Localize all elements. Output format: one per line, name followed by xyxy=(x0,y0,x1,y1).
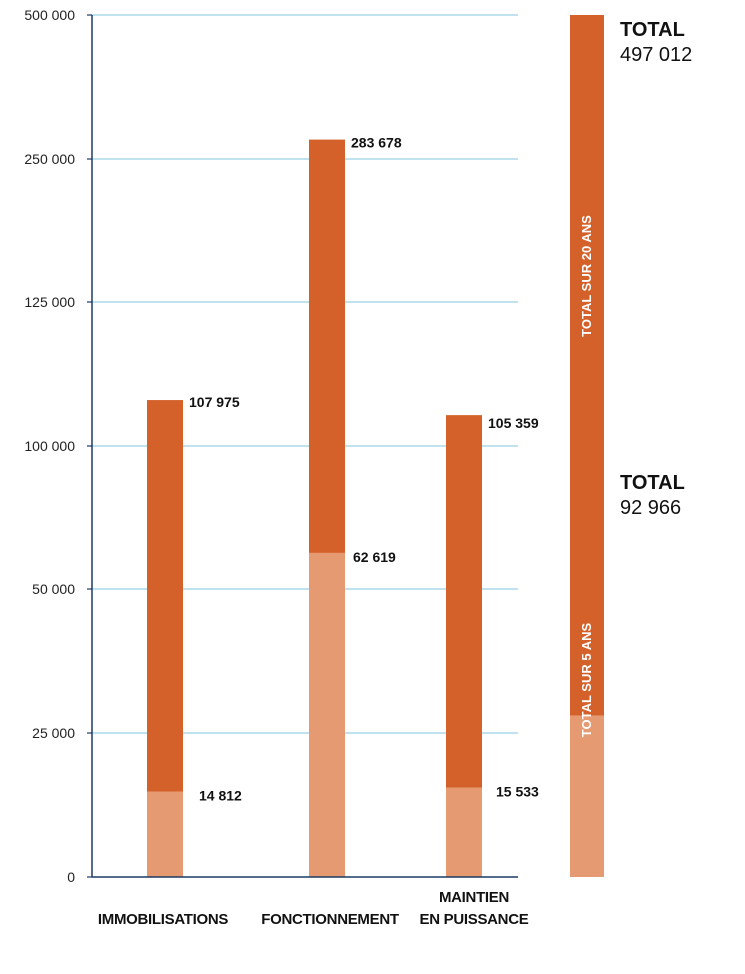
y-tick-label: 50 000 xyxy=(32,581,75,597)
category-labels: IMMOBILISATIONS FONCTIONNEMENT MAINTIEN EN … xyxy=(98,889,529,928)
total-20-years-heading: TOTAL xyxy=(620,19,685,41)
total-5-years-value: 92 966 xyxy=(620,497,681,519)
total-5-years-heading: TOTAL xyxy=(620,472,685,494)
y-tick-label: 250 000 xyxy=(24,151,75,167)
y-tick-label: 25 000 xyxy=(32,725,75,741)
y-tick-label: 100 000 xyxy=(24,438,75,454)
bar-segment-lower xyxy=(446,787,482,877)
data-label: 15 533 xyxy=(496,784,539,800)
category-label: IMMOBILISATIONS xyxy=(98,911,229,928)
total-20-years-caption: TOTAL SUR 20 ANS xyxy=(579,215,594,337)
y-tick-label: 0 xyxy=(67,869,75,885)
data-label: 283 678 xyxy=(351,135,402,151)
category-label: MAINTIEN xyxy=(439,889,509,906)
y-tick-label: 125 000 xyxy=(24,294,75,310)
bar-segment-upper xyxy=(446,415,482,788)
bar-segment-lower xyxy=(309,552,345,877)
category-label: EN PUISSANCE xyxy=(420,911,529,928)
bar-segment-lower xyxy=(147,791,183,877)
bar-segment-upper xyxy=(147,400,183,792)
total-20-years-value: 497 012 xyxy=(620,44,692,66)
y-tick-labels: 0 25 000 50 000 100 000 125 000 250 000 500 00… xyxy=(24,7,92,885)
totals-bar: TOTAL SUR 20 ANS TOTAL SUR 5 ANS TOTAL 4… xyxy=(570,15,692,877)
total-5-years-caption: TOTAL SUR 5 ANS xyxy=(579,622,594,737)
data-label: 105 359 xyxy=(488,415,539,431)
category-label: FONCTIONNEMENT xyxy=(261,911,399,928)
bar-segment-upper xyxy=(309,139,345,553)
total-5-years-bar xyxy=(570,715,604,877)
total-20-years-bar xyxy=(570,15,604,716)
y-tick-label: 500 000 xyxy=(24,7,75,23)
data-label: 107 975 xyxy=(189,394,240,410)
data-labels: 107 975 14 812 283 678 62 619 105 359 15 533 xyxy=(189,135,539,804)
data-label: 14 812 xyxy=(199,788,242,804)
bars xyxy=(147,139,482,877)
data-label: 62 619 xyxy=(353,549,396,565)
